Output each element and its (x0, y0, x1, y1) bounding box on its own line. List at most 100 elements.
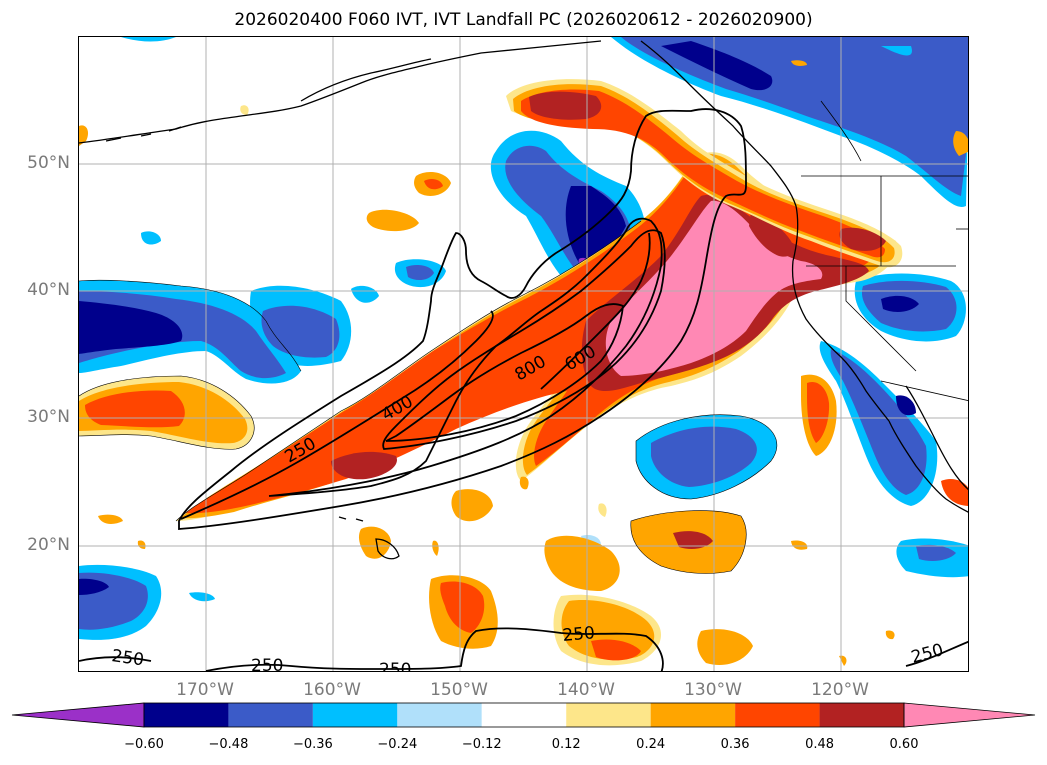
neg-region-small-42n-inner (406, 265, 434, 281)
neg-region-sw-pacific-core (79, 578, 109, 595)
colorbar-bin-white (481, 703, 567, 727)
outline-ar (175, 220, 642, 522)
colorbar (11, 702, 1036, 728)
pos-region-blob-1-red (424, 178, 443, 190)
pos-region-blob-15 (519, 476, 529, 490)
colorbar-bin-lightblue (397, 703, 482, 727)
outline-blob-8 (630, 510, 747, 574)
contour-label-250-sw: 250 (110, 646, 145, 670)
pos-region-blob-3 (451, 489, 493, 522)
pos-region-ar-firebrick-north (749, 211, 793, 257)
pos-region-blob-8-firebrick (673, 531, 713, 549)
pos-region-blob-16 (839, 655, 847, 666)
neg-region-subtropical-inner (651, 426, 757, 487)
colorbar-tick-label: 0.24 (636, 737, 666, 752)
ivt-map-panel: 250 400 600 800 250 250 250 250 250 (78, 36, 969, 672)
coast-hawaii-2 (355, 518, 364, 522)
colorbar-tick-label: 0.48 (805, 737, 835, 752)
lon-label-120w: 120°W (811, 680, 869, 700)
coast-alaska-north (300, 58, 432, 102)
pos-region-blob-7 (544, 535, 620, 591)
coast-hawaii-big (375, 538, 400, 560)
pos-region-blob-22 (240, 105, 249, 115)
pos-region-blob-9-red (807, 381, 830, 443)
lon-label-160w: 160°W (303, 680, 361, 700)
pos-region-blob-5 (358, 526, 391, 559)
coast-baja (888, 420, 968, 513)
border-ca-nv (845, 266, 917, 372)
pos-region-blob-21 (598, 503, 607, 517)
colorbar-tick-label: 0.36 (720, 737, 750, 752)
pos-region-blob-2 (366, 209, 419, 232)
pos-region-blob-19 (137, 540, 146, 549)
coast-hawaii-3 (338, 516, 347, 520)
political-borders (801, 100, 968, 401)
colorbar-tick-label: −0.12 (461, 737, 502, 752)
colorbar-tick-label: −0.48 (208, 737, 249, 752)
coast-alaska (79, 40, 602, 144)
colorbar-bin-navy (144, 703, 229, 727)
ivt-contour-400 (180, 310, 494, 520)
ivt-map-svg: 250 400 600 800 250 250 250 250 250 (79, 37, 968, 672)
pos-region-blob-18 (791, 540, 808, 550)
colorbar-bin-paleyellow (566, 703, 651, 727)
neg-region-east-ca-core (881, 295, 919, 312)
ivt-contour-250-south-west (79, 656, 152, 662)
ivt-contours (79, 108, 968, 671)
pos-region-blob-4 (98, 514, 123, 524)
colorbar-tick-label: −0.36 (292, 737, 333, 752)
contour-label-250-se: 250 (909, 640, 946, 668)
outline-west-band (79, 279, 302, 372)
pos-region-blob-20 (432, 540, 439, 556)
neg-region-small-45n (141, 231, 161, 245)
neg-region-mexico-south-inner (916, 544, 956, 561)
pos-region-blob-6-red (440, 581, 485, 633)
lat-label-30n: 30°N (27, 407, 70, 427)
neg-region-small-40n (351, 285, 379, 303)
colorbar-tick-label: 0.60 (889, 737, 919, 752)
border-us-mexico (880, 380, 968, 401)
coast-gulf-california (905, 385, 968, 491)
neg-region-top-cyan-1 (881, 46, 912, 56)
ivt-contour-250-main (178, 108, 747, 530)
lon-label-130w: 130°W (684, 680, 742, 700)
ivt-contour-800 (385, 303, 624, 442)
ivt-contour-600 (382, 229, 666, 450)
pos-region-blob-12 (941, 479, 968, 506)
contour-label-250-s3: 250 (562, 623, 596, 646)
pos-region-west-orange-2 (79, 125, 89, 146)
lat-label-20n: 20°N (27, 535, 70, 555)
map-title: 2026020400 F060 IVT, IVT Landfall PC (20… (234, 10, 813, 30)
pos-region-north-arc-firebrick-2 (839, 227, 886, 251)
neg-region-small-15n (189, 592, 215, 602)
coastlines (79, 40, 968, 560)
ivt-contour-250-south-east (905, 640, 968, 667)
colorbar-arrow-right (903, 702, 1036, 728)
contour-label-250-s1: 250 (251, 656, 283, 672)
neg-region-baja-core (896, 395, 916, 416)
outline-subtropical (635, 414, 778, 500)
border-bc-alberta (820, 100, 862, 162)
coast-aleutian-3 (168, 126, 182, 132)
colorbar-bin-orange (650, 703, 736, 727)
colorbar-bin-redorange (735, 703, 820, 727)
colorbar-tick-label: 0.12 (551, 737, 581, 752)
colorbar-bin-royal (228, 703, 313, 727)
coast-aleutian-2 (140, 133, 152, 137)
pos-region-ar-redtail (331, 451, 397, 480)
colorbar-tick-label: −0.60 (124, 737, 164, 752)
coast-us-west (791, 260, 890, 422)
ivt-contour-250-south-mid (205, 627, 664, 671)
coast-bc (640, 40, 799, 262)
colorbar-frame (143, 702, 905, 728)
lat-label-50n: 50°N (27, 153, 70, 173)
colorbar-arrow-left (11, 702, 145, 728)
coast-aleutian-1 (105, 137, 122, 142)
lon-label-170w: 170°W (176, 680, 234, 700)
ivt-contour-400-b (268, 217, 663, 497)
pos-region-blob-10-red (591, 639, 641, 661)
pos-region-north-arc-firebrick (529, 91, 602, 120)
neg-region-bc-coast-inner (621, 37, 968, 196)
contour-label-250-s2: 250 (379, 660, 411, 672)
outline-west (79, 375, 255, 450)
